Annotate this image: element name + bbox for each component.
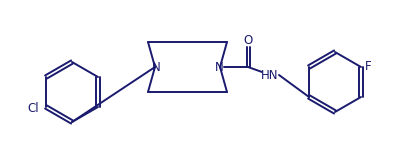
Text: O: O — [243, 34, 253, 47]
Text: Cl: Cl — [27, 101, 39, 115]
Text: N: N — [152, 61, 160, 73]
Text: F: F — [365, 59, 371, 73]
Text: N: N — [215, 61, 223, 73]
Text: HN: HN — [261, 69, 279, 81]
